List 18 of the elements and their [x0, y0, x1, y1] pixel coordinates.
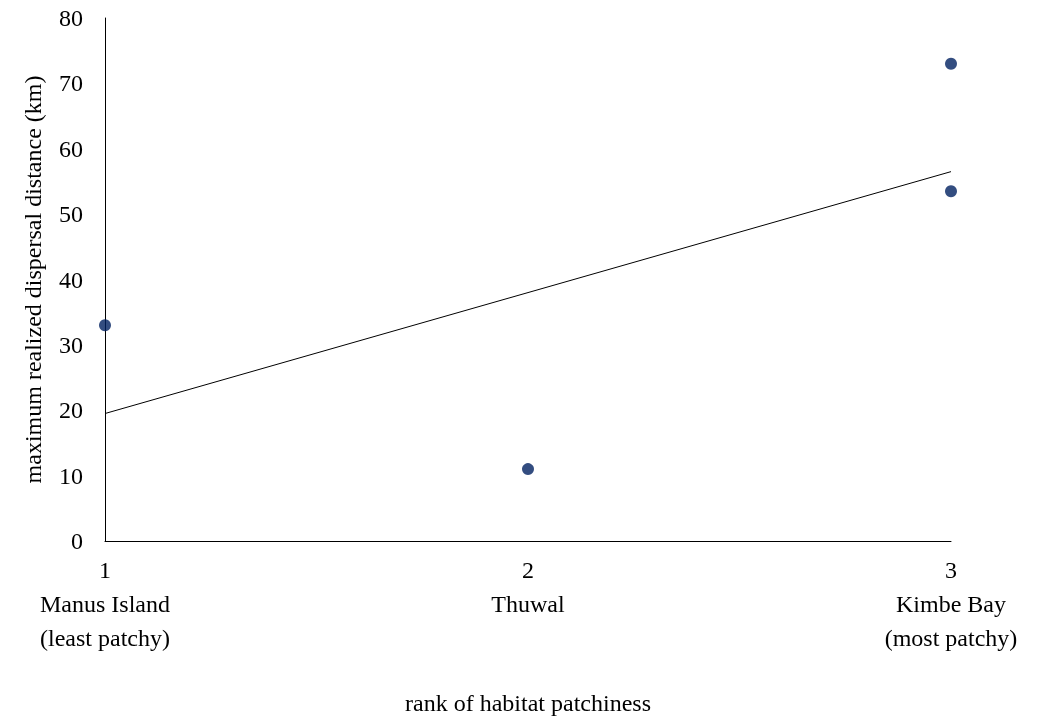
y-tick-label: 20	[59, 397, 83, 424]
point	[99, 319, 111, 332]
y-tick-label: 70	[59, 70, 83, 97]
x-tick-label: 2 Thuwal	[491, 557, 565, 617]
y-tick-label: 60	[59, 135, 83, 162]
y-tick-label: 10	[59, 462, 83, 489]
x-tick-label: 3 Kimbe Bay (most patchy)	[884, 557, 1018, 651]
y-tick-label: 80	[59, 5, 83, 31]
y-tick-label: 50	[59, 201, 83, 228]
y-tick-label: 0	[71, 528, 83, 554]
point	[522, 463, 534, 476]
y-axis-title: maximum realized dispersal distance (km)	[20, 75, 46, 484]
point	[945, 57, 957, 70]
y-tick-label: 30	[59, 331, 83, 358]
point	[945, 185, 957, 198]
y-tick-label: 40	[59, 266, 83, 293]
x-axis-title: rank of habitat patchiness	[405, 690, 651, 716]
x-tick-label: 1 Manus Island (least patchy)	[40, 557, 170, 651]
